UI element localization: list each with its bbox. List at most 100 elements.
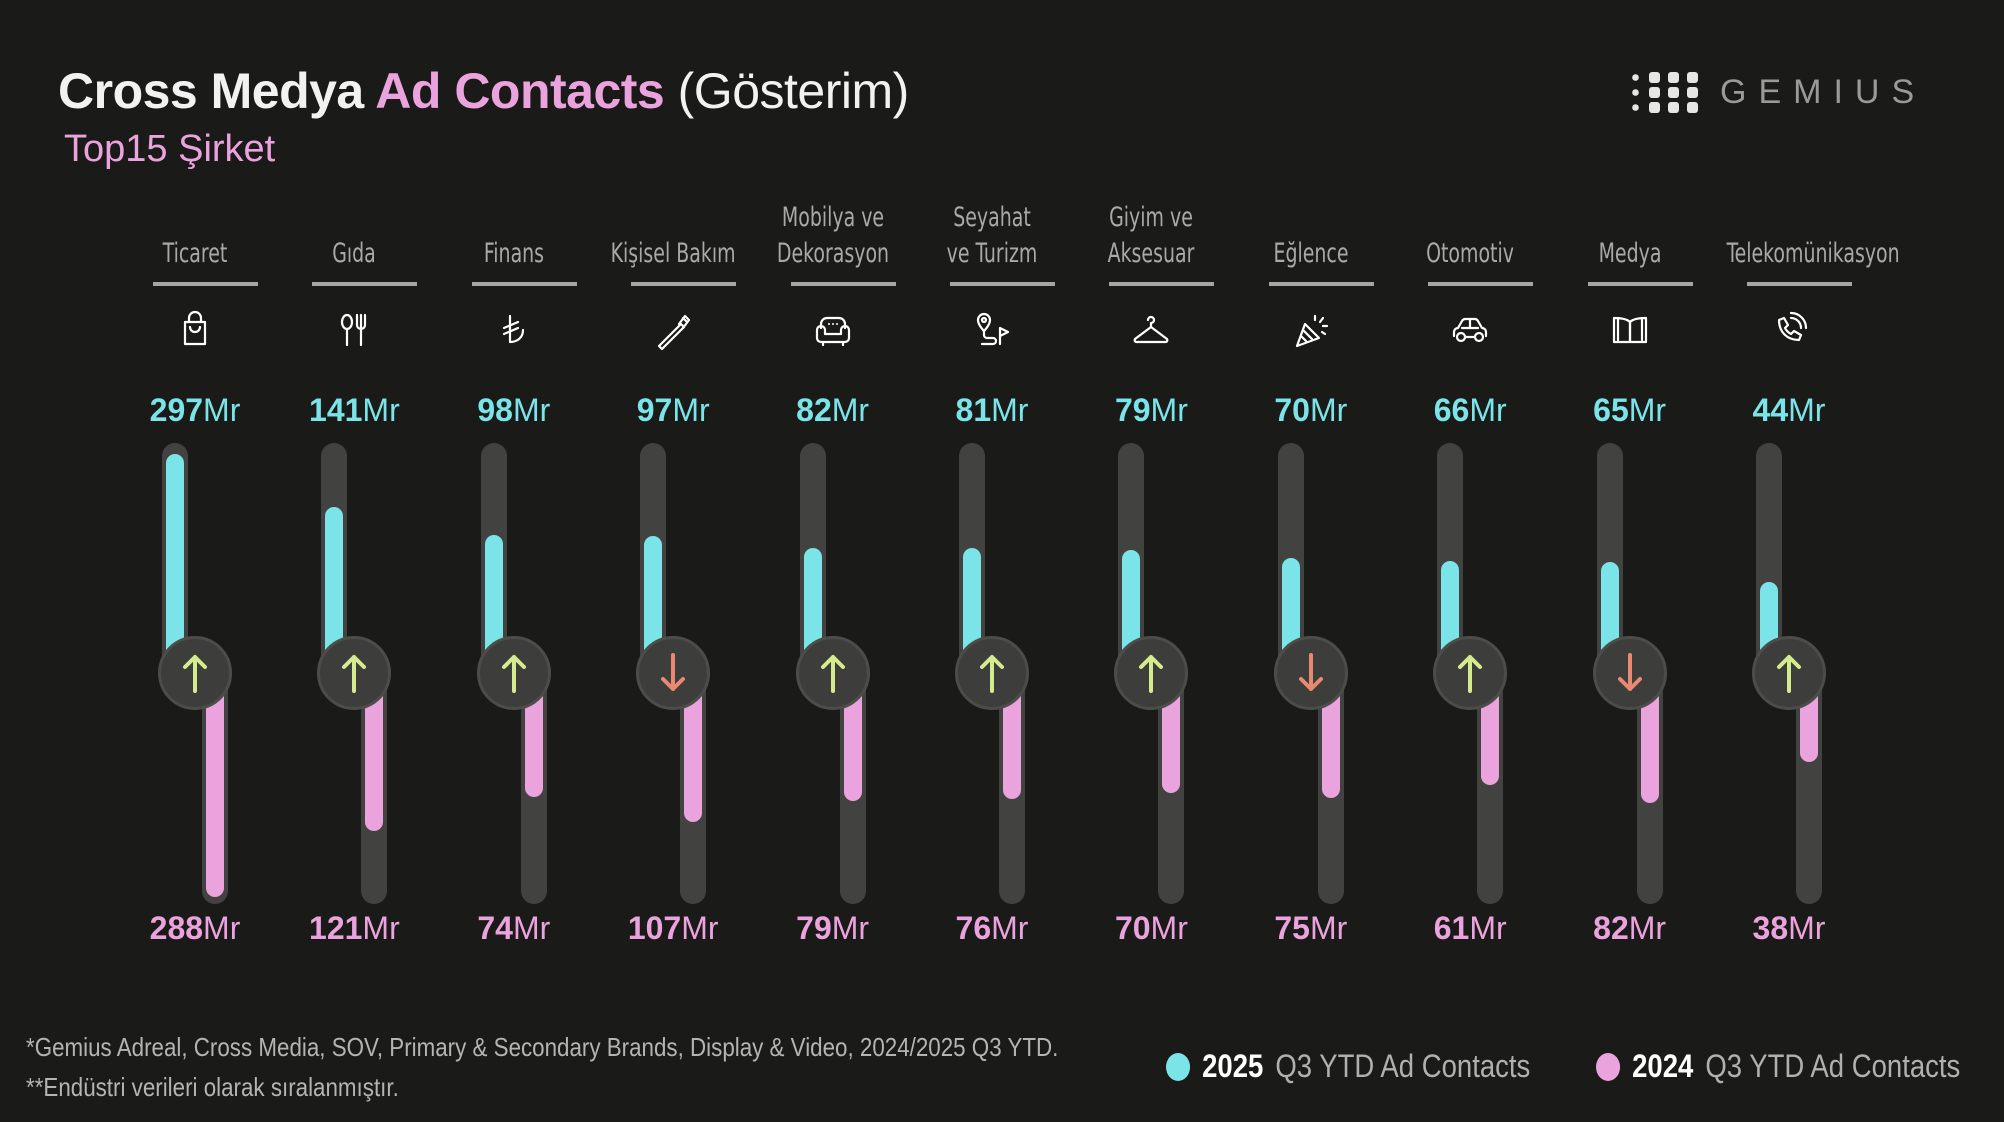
category-label: Mobilya ve Dekorasyon <box>770 200 895 272</box>
hanger-icon <box>1125 304 1177 356</box>
category-label-line: Dekorasyon <box>776 238 889 269</box>
value-label-2024: 38Mr <box>1709 910 1869 947</box>
trend-up-badge <box>317 636 392 710</box>
value-unit: Mr <box>362 910 400 946</box>
arrow-up-icon <box>501 655 526 693</box>
toothbrush-icon <box>647 304 699 356</box>
value-unit: Mr <box>1150 392 1188 428</box>
value-label-2025: 97Mr <box>593 392 753 429</box>
value-number: 74 <box>477 910 513 946</box>
arrow-up-icon <box>980 655 1004 693</box>
trend-down-badge <box>636 636 711 710</box>
category-underline <box>790 282 896 286</box>
value-label-2025: 98Mr <box>434 392 594 429</box>
value-number: 79 <box>796 910 832 946</box>
page-title: Cross Medya Ad Contacts (Gösterim) <box>58 62 909 120</box>
category-label: Ticaret <box>133 236 258 272</box>
category-label-line: Kişisel Bakım <box>610 238 736 269</box>
value-number: 288 <box>149 910 204 946</box>
value-label-2025: 141Mr <box>274 392 434 429</box>
category-label: Gıda <box>292 236 417 272</box>
arrow-up-icon <box>1458 655 1483 693</box>
arrow-up-icon <box>1777 655 1801 693</box>
value-number: 141 <box>309 392 363 428</box>
logo-text: GEMIUS <box>1720 73 1927 111</box>
footnote-2: **Endüstri verileri olarak sıralanmıştır… <box>26 1072 399 1102</box>
trend-up-badge <box>795 636 870 710</box>
phone-icon <box>1763 304 1815 356</box>
page-subtitle: Top15 Şirket <box>64 128 276 170</box>
value-label-2025: 79Mr <box>1071 392 1231 429</box>
value-number: 82 <box>1593 910 1629 946</box>
value-unit: Mr <box>991 392 1029 428</box>
value-number: 66 <box>1433 392 1470 428</box>
value-label-2024: 82Mr <box>1550 910 1710 947</box>
category-label-line: Giyim ve <box>1109 202 1194 233</box>
value-number: 76 <box>955 910 992 946</box>
category-label: Kişisel Bakım <box>611 236 736 272</box>
value-number: 81 <box>955 392 992 428</box>
arrow-down-icon <box>661 653 686 691</box>
bar-2024 <box>206 663 224 897</box>
category-label: Medya <box>1567 236 1692 272</box>
category-label-line: Medya <box>1598 238 1662 269</box>
lira-icon <box>488 304 540 356</box>
category-label-line: Aksesuar <box>1108 238 1195 269</box>
category-underline <box>1268 282 1374 286</box>
value-unit: Mr <box>1309 392 1348 428</box>
logo-dots-icon <box>1630 72 1698 113</box>
value-number: 65 <box>1593 392 1629 428</box>
footnote-1: *Gemius Adreal, Cross Media, SOV, Primar… <box>26 1032 1059 1062</box>
category-underline <box>631 282 737 286</box>
value-unit: Mr <box>1788 910 1826 946</box>
trend-up-badge <box>1752 636 1826 710</box>
value-number: 121 <box>309 910 363 946</box>
category-label: Giyim ve Aksesuar <box>1089 200 1214 272</box>
value-label-2024: 121Mr <box>274 910 434 947</box>
category-label-line: ve Turizm <box>946 238 1038 269</box>
value-number: 38 <box>1752 910 1789 946</box>
trend-up-badge <box>1114 636 1189 710</box>
route-flag-icon <box>966 304 1018 356</box>
value-label-2024: 79Mr <box>753 910 913 947</box>
value-number: 61 <box>1433 910 1470 946</box>
value-number: 70 <box>1274 392 1310 428</box>
value-label-2024: 75Mr <box>1231 910 1391 947</box>
value-label-2024: 76Mr <box>912 910 1072 947</box>
value-unit: Mr <box>831 910 870 946</box>
arrow-down-icon <box>1617 653 1642 691</box>
value-label-2025: 66Mr <box>1390 392 1550 429</box>
legend-item-2024: 2024 Q3 YTD Ad Contacts <box>1596 1048 1960 1085</box>
title-part-2: Ad Contacts <box>375 63 665 119</box>
category-underline <box>1747 282 1852 286</box>
value-unit: Mr <box>1309 910 1348 946</box>
value-unit: Mr <box>1628 910 1667 946</box>
category-label-line: Gıda <box>332 238 377 269</box>
value-number: 70 <box>1114 910 1151 946</box>
arrow-up-icon <box>1139 655 1164 693</box>
value-number: 44 <box>1752 392 1789 428</box>
car-icon <box>1444 304 1496 356</box>
arrow-down-icon <box>1298 653 1323 691</box>
category-underline <box>312 282 418 286</box>
value-unit: Mr <box>672 392 710 428</box>
category-label-line: Finans <box>483 238 544 269</box>
title-part-3: (Gösterim) <box>677 63 910 119</box>
value-unit: Mr <box>1150 910 1188 946</box>
category-label-line: Eğlence <box>1273 238 1349 269</box>
legend-swatch-2025 <box>1166 1052 1191 1081</box>
value-number: 97 <box>636 392 673 428</box>
category-label-line: Mobilya ve <box>781 202 884 233</box>
legend-label: Q3 YTD Ad Contacts <box>1705 1048 1961 1084</box>
value-unit: Mr <box>1469 910 1507 946</box>
value-label-2025: 70Mr <box>1231 392 1391 429</box>
title-part-1: Cross Medya <box>58 63 364 119</box>
category-underline <box>1109 282 1215 286</box>
category-label: Eğlence <box>1248 236 1373 272</box>
category-label-line: Seyahat <box>953 202 1031 233</box>
armchair-icon <box>807 304 859 356</box>
category-label: Otomotiv <box>1408 236 1533 272</box>
legend-year: 2025 <box>1202 1048 1264 1084</box>
category-label-line: Otomotiv <box>1426 238 1515 269</box>
value-number: 79 <box>1114 392 1151 428</box>
